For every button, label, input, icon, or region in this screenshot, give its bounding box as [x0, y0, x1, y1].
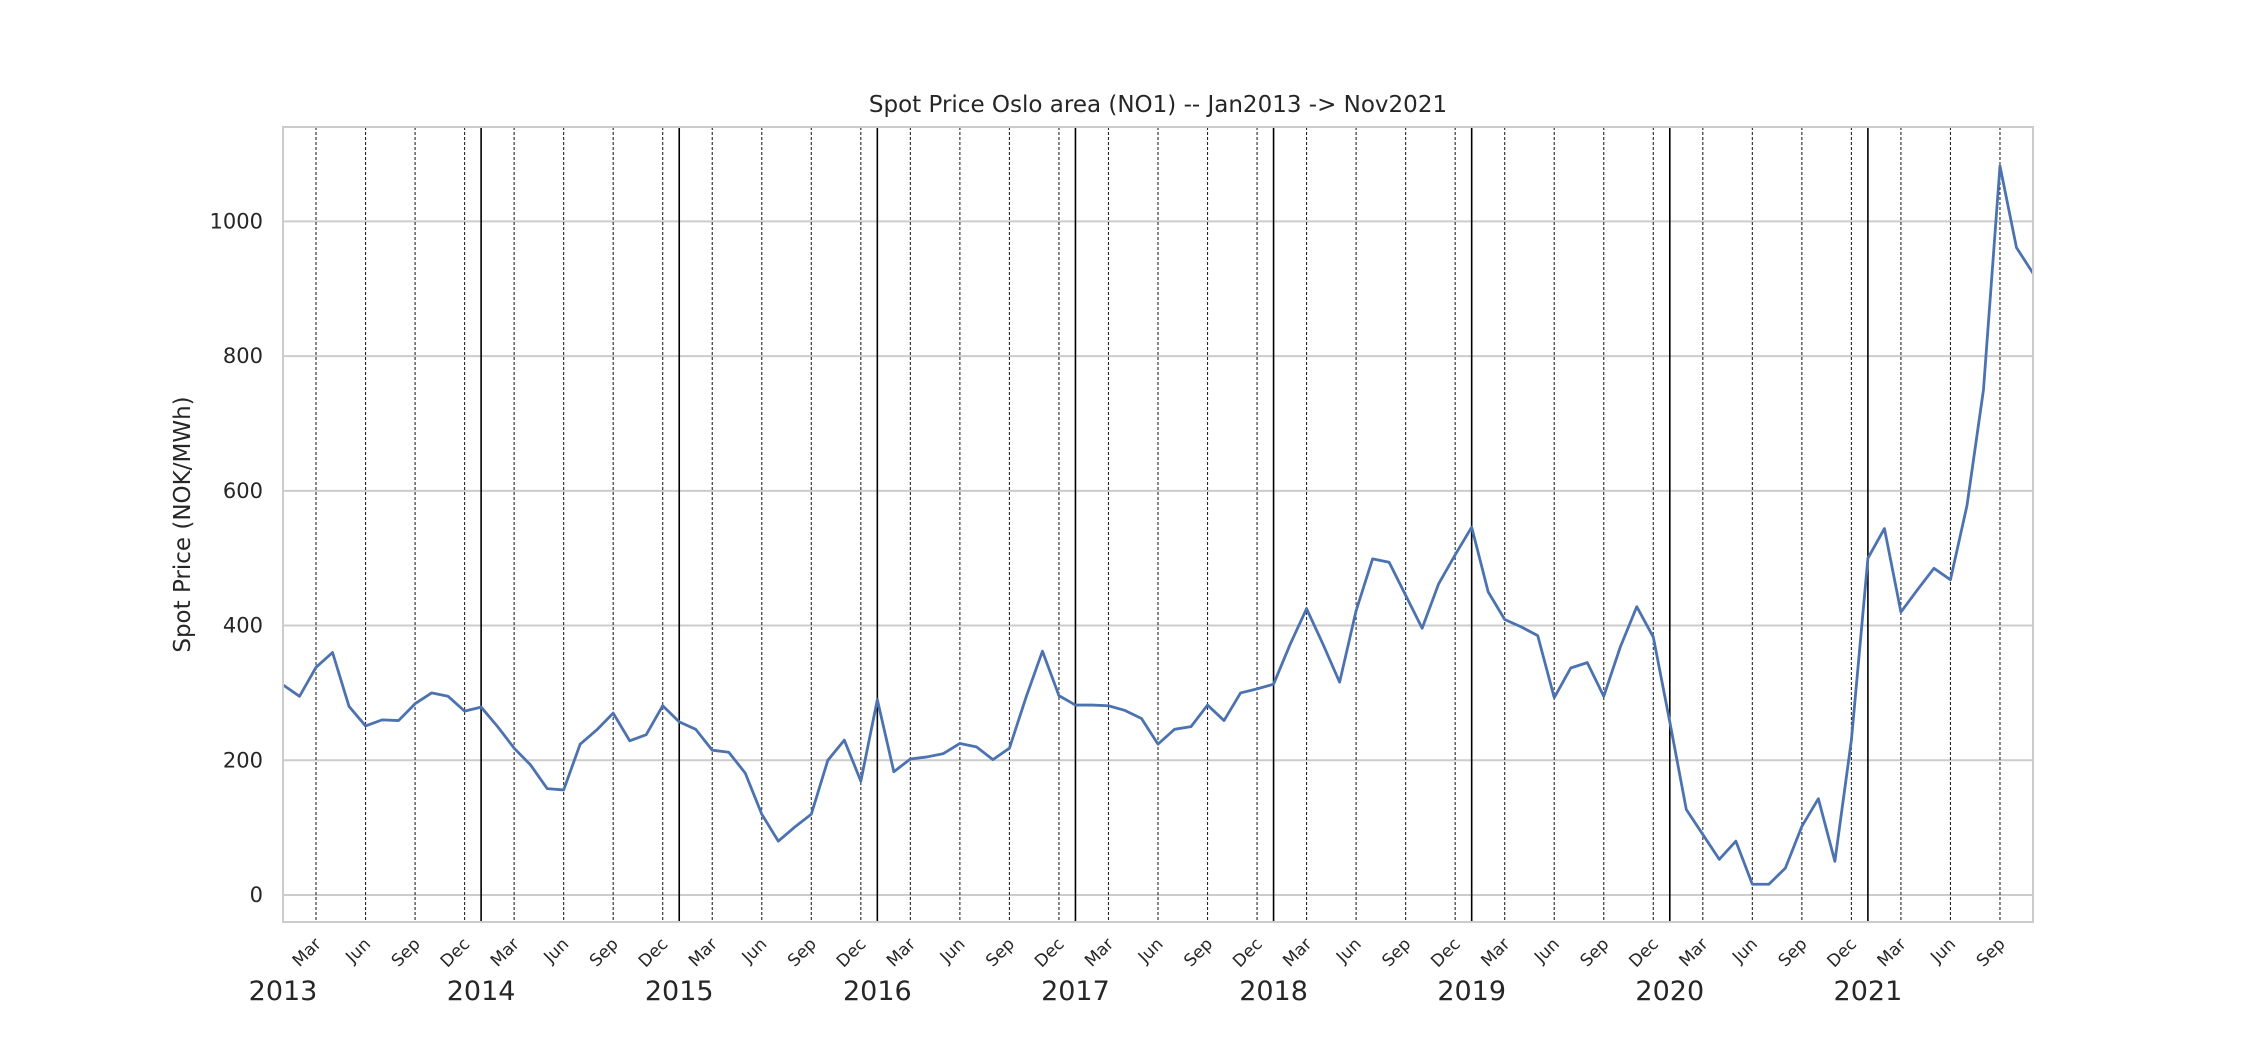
x-tick-month: Mar [1279, 934, 1316, 971]
x-tick-month: Mar [685, 934, 722, 971]
x-tick-month: Dec [635, 934, 672, 971]
x-tick-month: Dec [1625, 934, 1662, 971]
x-tick-month: Jun [936, 934, 970, 968]
x-tick-month: Dec [1824, 934, 1861, 971]
x-tick-month: Jun [1926, 934, 1960, 968]
x-tick-month: Dec [1427, 934, 1464, 971]
y-tick-label: 800 [223, 344, 263, 368]
x-tick-year: 2019 [1437, 976, 1506, 1007]
x-tick-month: Jun [341, 934, 375, 968]
chart-title: Spot Price Oslo area (NO1) -- Jan2013 ->… [869, 92, 1447, 118]
month-line-layer [315, 127, 2001, 922]
x-tick-month: Mar [289, 934, 326, 971]
x-tick-month: Jun [1134, 934, 1168, 968]
x-tick-month: Sep [982, 934, 1019, 971]
x-tick-month: Jun [1332, 934, 1366, 968]
x-tick-month: Mar [883, 934, 920, 971]
x-tick-month: Mar [1874, 934, 1911, 971]
x-tick-month: Dec [1229, 934, 1266, 971]
x-tick-month: Sep [1378, 934, 1415, 971]
y-axis-label: Spot Price (NOK/MWh) [170, 396, 196, 652]
x-tick-month: Sep [1775, 934, 1812, 971]
x-tick-year: 2014 [447, 976, 516, 1007]
x-tick-year: 2015 [645, 976, 714, 1007]
x-tick-year: 2018 [1239, 976, 1308, 1007]
x-tick-month: Jun [540, 934, 574, 968]
series-layer [282, 164, 2035, 886]
x-tick-month: Sep [1973, 934, 2010, 971]
y-tick-label: 0 [250, 883, 263, 907]
x-tick-month: Sep [1180, 934, 1217, 971]
plot-frame [282, 126, 2034, 923]
x-tick-month: Jun [738, 934, 772, 968]
x-tick-month: Dec [437, 934, 474, 971]
y-tick-label: 1000 [210, 209, 263, 233]
x-tick-year: 2016 [843, 976, 912, 1007]
x-tick-month: Sep [586, 934, 623, 971]
y-tick-label: 400 [223, 614, 263, 638]
x-tick-month: Sep [388, 934, 425, 971]
x-tick-year: 2013 [249, 976, 318, 1007]
y-tick-label: 200 [223, 748, 263, 772]
x-tick-month: Mar [1477, 934, 1514, 971]
x-tick-month: Mar [1676, 934, 1713, 971]
x-tick-month: Jun [1530, 934, 1564, 968]
x-tick-month: Sep [784, 934, 821, 971]
x-tick-month: Dec [1031, 934, 1068, 971]
series-line [282, 164, 2035, 886]
x-tick-month: Jun [1728, 934, 1762, 968]
x-tick-month: Sep [1576, 934, 1613, 971]
x-tick-year: 2017 [1041, 976, 1110, 1007]
x-tick-year: 2020 [1635, 976, 1704, 1007]
x-tick-month: Dec [833, 934, 870, 971]
x-tick-year: 2021 [1834, 976, 1903, 1007]
x-tick-month: Mar [487, 934, 524, 971]
y-tick-label: 600 [223, 479, 263, 503]
tick-layer: 0 200 400 600 800 1000 2013 Mar Jun Sep Dec 2014 Mar… [210, 209, 2010, 1007]
x-tick-month: Mar [1081, 934, 1118, 971]
